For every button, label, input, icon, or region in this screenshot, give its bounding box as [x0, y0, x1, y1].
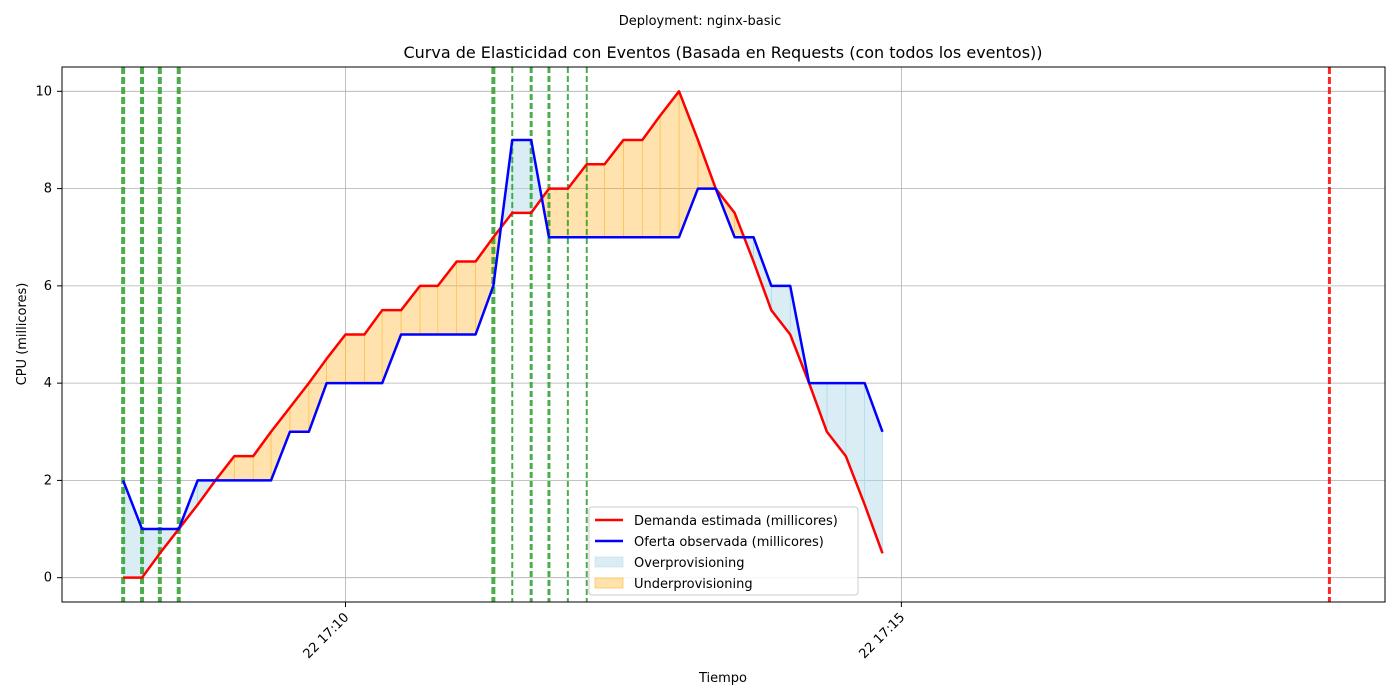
underprovisioning-fill — [234, 455, 254, 481]
x-axis-label: Tiempo — [698, 671, 747, 686]
series-lines — [121, 90, 884, 579]
overprovisioning-fill — [141, 528, 161, 579]
underprovisioning-fill — [642, 114, 661, 238]
underprovisioning-fill — [456, 261, 476, 335]
overprovisioning-fill — [771, 285, 791, 336]
underprovisioning-fill — [623, 139, 643, 238]
y-axis-label: CPU (millicores) — [15, 283, 30, 386]
grid — [62, 67, 1385, 602]
overprovisioning-fill — [122, 480, 143, 578]
legend-label: Demanda estimada (millicores) — [634, 514, 838, 529]
event-lines — [121, 67, 1331, 602]
chart-suptitle: Deployment: nginx-basic — [619, 14, 782, 29]
chart-title: Curva de Elasticidad con Eventos (Basada… — [403, 43, 1042, 62]
legend-patch-swatch — [594, 556, 624, 568]
x-tick-label: 22 17:10 — [301, 610, 353, 662]
overprovisioning-fill — [845, 382, 865, 505]
underprovisioning-fill — [604, 139, 624, 238]
overprovisioning-fill — [753, 237, 772, 311]
underprovisioning-fill — [345, 334, 365, 384]
underprovisioning-fill — [326, 333, 346, 384]
provisioning-fills — [122, 90, 883, 579]
underprovisioning-fill — [381, 309, 402, 384]
overprovisioning-fill — [511, 139, 532, 214]
legend: Demanda estimada (millicores) Oferta obse… — [588, 506, 859, 596]
legend-patch-swatch — [594, 577, 624, 589]
y-tick-label: 6 — [44, 279, 52, 294]
underprovisioning-fill — [586, 163, 605, 238]
underprovisioning-fill — [400, 284, 421, 335]
underprovisioning-fill — [419, 285, 439, 335]
legend-label: Oferta observada (millicores) — [634, 535, 824, 550]
y-tick-label: 2 — [44, 473, 52, 488]
y-tick-label: 4 — [44, 376, 52, 391]
underprovisioning-fill — [289, 382, 310, 433]
underprovisioning-fill — [548, 188, 569, 238]
underprovisioning-fill — [475, 236, 494, 335]
supply-series-line — [121, 138, 884, 531]
demand-series-line — [123, 90, 884, 579]
legend-label: Underprovisioning — [634, 577, 753, 592]
y-tick-label: 10 — [35, 84, 52, 99]
legend-box — [588, 506, 859, 596]
legend-label: Overprovisioning — [634, 556, 745, 571]
plot-frame — [61, 66, 1386, 603]
y-tick-label: 0 — [44, 571, 52, 586]
underprovisioning-fill — [252, 430, 272, 481]
x-tick-label: 22 17:15 — [856, 610, 908, 662]
y-tick-label: 8 — [44, 182, 52, 197]
